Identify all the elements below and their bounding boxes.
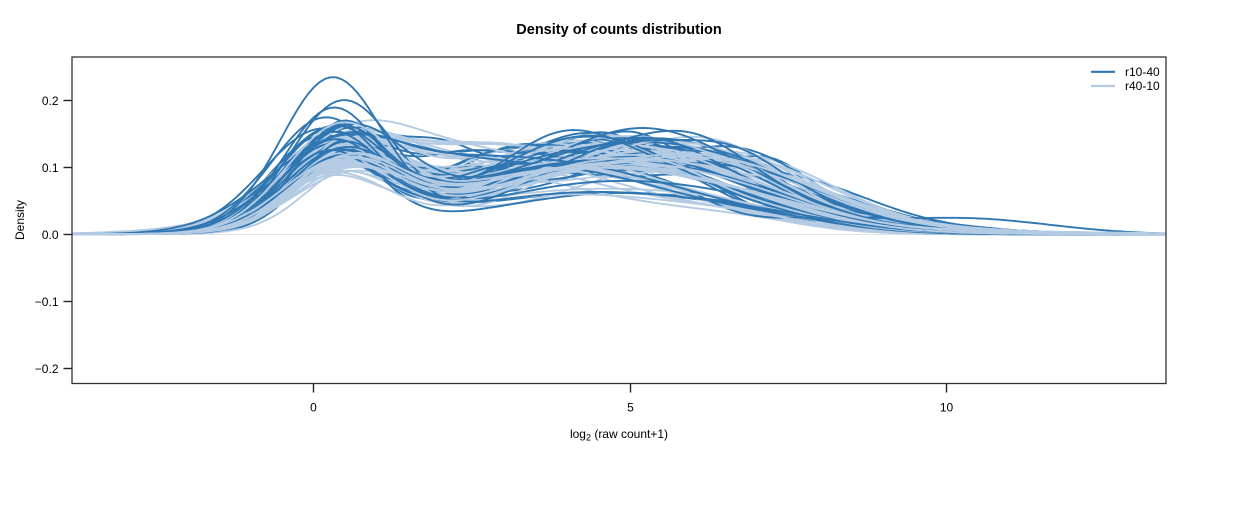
svg-text:r10-40: r10-40	[1125, 65, 1160, 79]
svg-text:Density of counts distribution: Density of counts distribution	[516, 22, 721, 38]
svg-text:0.1: 0.1	[42, 161, 59, 175]
svg-text:10: 10	[940, 401, 954, 415]
svg-text:Density: Density	[13, 200, 27, 240]
svg-text:r40-10: r40-10	[1125, 79, 1160, 93]
svg-text:−0.2: −0.2	[35, 362, 59, 376]
svg-text:−0.1: −0.1	[35, 295, 59, 309]
svg-text:0: 0	[310, 401, 317, 415]
svg-text:0.0: 0.0	[42, 228, 59, 242]
svg-text:log2 (raw count+1): log2 (raw count+1)	[570, 427, 668, 443]
svg-text:0.2: 0.2	[42, 94, 59, 108]
svg-text:5: 5	[627, 401, 634, 415]
